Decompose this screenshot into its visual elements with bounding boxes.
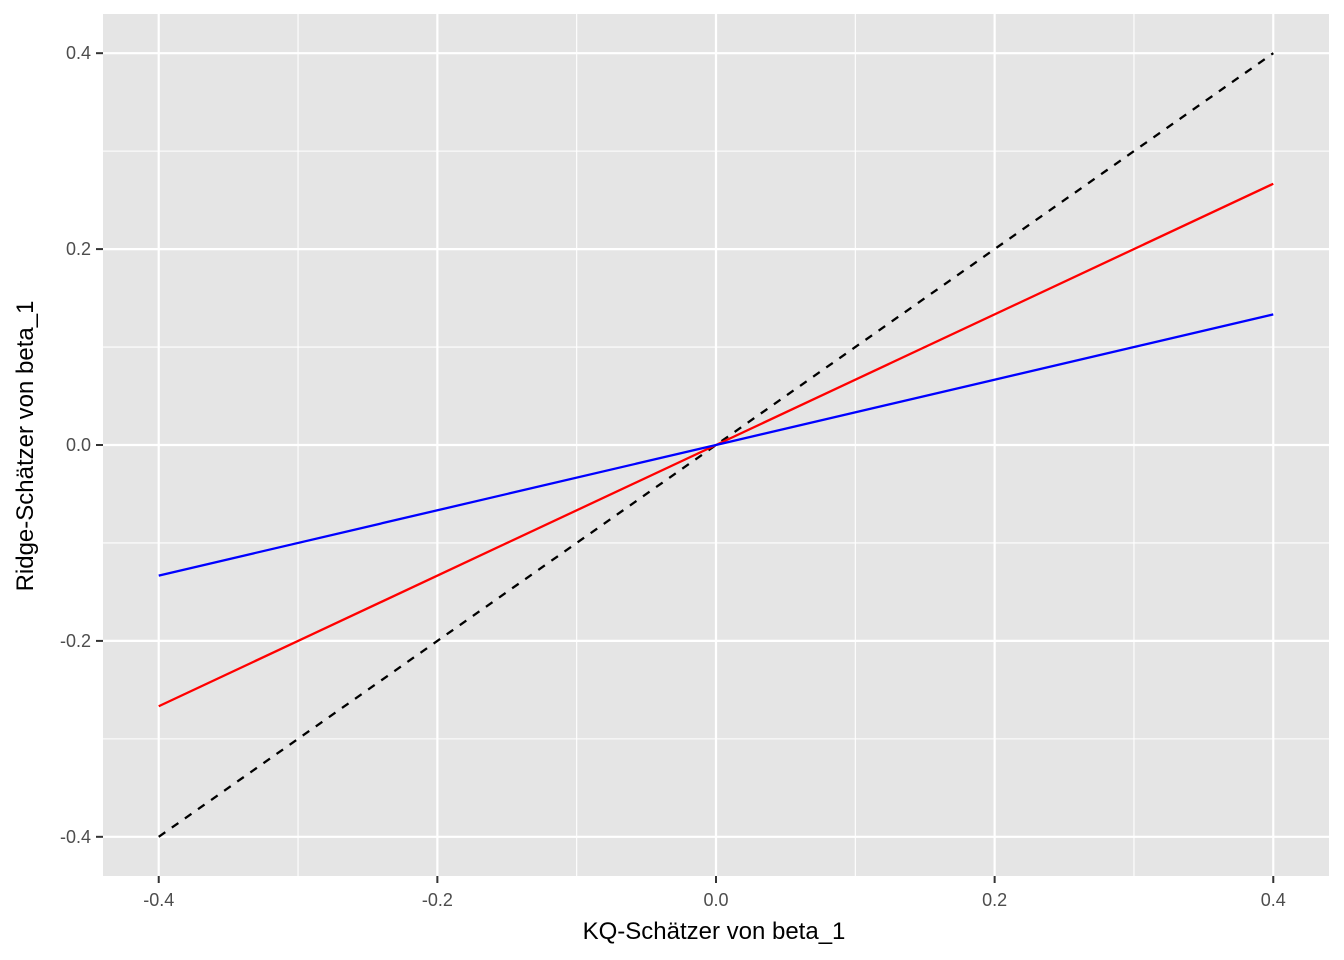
y-tick-label: -0.2: [60, 631, 91, 651]
series-line-3: [158, 313, 1274, 577]
x-tick-label: -0.2: [422, 890, 453, 910]
x-axis: -0.4 -0.2 0.0 0.2 0.4: [143, 876, 1286, 910]
y-tick-label: 0.0: [66, 435, 91, 455]
x-tick-label: 0.0: [703, 890, 728, 910]
y-axis-title: Ridge-Schätzer von beta_1: [12, 301, 39, 592]
y-axis: -0.4 -0.2 0.0 0.2 0.4: [60, 43, 103, 847]
x-tick-label: -0.4: [143, 890, 174, 910]
series-layer: [158, 52, 1274, 838]
y-tick-label: -0.4: [60, 827, 91, 847]
series-line-1: [158, 52, 1274, 838]
y-tick-label: 0.2: [66, 239, 91, 259]
x-tick-label: 0.2: [982, 890, 1007, 910]
x-axis-title: KQ-Schätzer von beta_1: [583, 918, 846, 945]
y-tick-label: 0.4: [66, 43, 91, 63]
x-tick-label: 0.4: [1261, 890, 1286, 910]
